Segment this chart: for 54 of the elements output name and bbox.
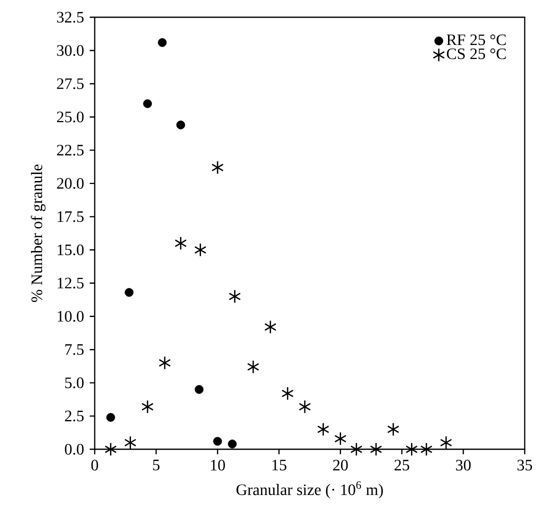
x-tick-label: 5 xyxy=(153,460,160,470)
y-tick-label: 15.0 xyxy=(58,244,84,256)
x-tick-label: 15 xyxy=(272,460,286,470)
point xyxy=(406,442,418,456)
point xyxy=(158,356,171,370)
x-tick-label: 10 xyxy=(211,460,225,471)
y-tick-label: 17.5 xyxy=(58,211,84,222)
point xyxy=(211,160,224,174)
y-tick-label: 7.5 xyxy=(65,344,84,355)
point xyxy=(141,400,154,414)
point xyxy=(124,436,136,450)
x-tick-label: 0 xyxy=(91,460,98,471)
point xyxy=(106,413,116,422)
y-tick-label: 22.5 xyxy=(57,144,84,156)
point xyxy=(387,422,400,436)
point xyxy=(194,385,204,394)
legend-label: RF 25 °C xyxy=(446,34,506,46)
x-tick-label: 35 xyxy=(518,460,532,470)
y-tick-label: 2.5 xyxy=(64,410,84,422)
y-tick-label: 20.0 xyxy=(57,178,84,189)
point xyxy=(194,242,206,257)
point xyxy=(350,442,362,456)
y-tick-label: 27.5 xyxy=(57,78,84,90)
y-tick-label: 12.5 xyxy=(58,278,84,289)
point xyxy=(298,400,311,414)
point xyxy=(370,442,382,456)
point xyxy=(420,442,433,456)
point xyxy=(124,288,134,297)
point xyxy=(440,436,452,450)
point xyxy=(228,289,241,304)
point xyxy=(174,236,187,250)
x-axis-title: Granular size (· 10$^{6}$ m) xyxy=(236,481,383,498)
point xyxy=(228,440,237,448)
y-tick-label: 5.0 xyxy=(65,377,84,388)
point xyxy=(158,38,167,47)
point xyxy=(143,99,152,108)
legend-label: CS 25 °C xyxy=(446,48,506,60)
y-tick-label: 25.0 xyxy=(57,112,84,122)
point xyxy=(176,120,186,130)
x-tick-label: 25 xyxy=(394,460,410,470)
y-tick-label: 30.0 xyxy=(57,45,84,56)
x-tick-label: 20 xyxy=(333,460,348,471)
y-tick-label: 10.0 xyxy=(58,310,84,322)
y-tick-label: 32.5 xyxy=(57,12,84,23)
point xyxy=(104,442,117,456)
point xyxy=(282,386,294,400)
y-axis-title: % Number of granule xyxy=(30,164,46,302)
point xyxy=(317,422,330,436)
point xyxy=(247,360,260,374)
point xyxy=(213,436,222,446)
point xyxy=(334,432,347,446)
x-tick-label: 30 xyxy=(456,460,471,471)
point xyxy=(264,320,276,334)
y-tick-label: 0.0 xyxy=(64,444,84,455)
